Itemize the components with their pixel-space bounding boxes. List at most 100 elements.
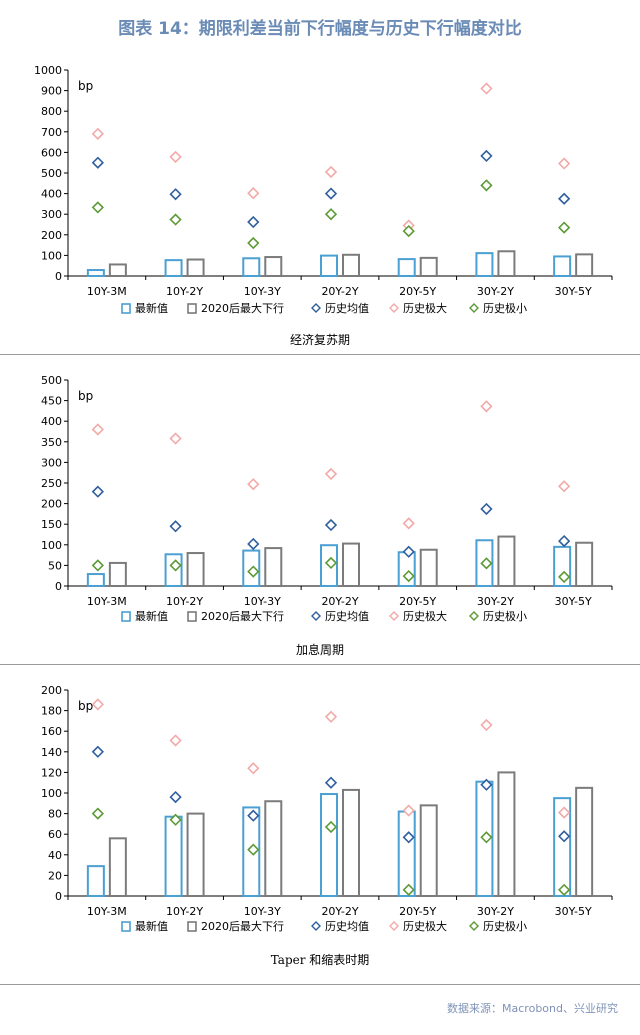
y-tick-label: 400 — [41, 188, 62, 201]
marker-hist-max — [169, 150, 182, 164]
x-tick-label: 20Y-2Y — [321, 905, 358, 918]
bar-latest — [164, 815, 183, 897]
legend-label-hist-min: 历史极小 — [483, 609, 527, 623]
marker-hist-max — [558, 480, 571, 493]
marker-hist-max — [169, 432, 182, 445]
bar-latest — [86, 573, 105, 588]
marker-hist-max — [91, 127, 104, 140]
bar-post2020 — [186, 258, 205, 278]
x-tick-label: 10Y-2Y — [166, 595, 203, 608]
bar-latest — [553, 797, 572, 897]
y-tick-label: 500 — [41, 374, 62, 387]
legend-swatch-hist-min — [469, 921, 479, 931]
bar-post2020 — [419, 548, 438, 588]
bar-latest — [320, 793, 338, 897]
panel-divider — [0, 664, 640, 665]
y-tick-label: 0 — [55, 580, 62, 593]
marker-hist-mean — [169, 790, 182, 804]
marker-hist-mean — [558, 192, 571, 205]
marker-hist-mean — [402, 831, 415, 844]
marker-hist-max — [91, 423, 104, 436]
marker-hist-mean — [480, 502, 493, 516]
bar-latest — [164, 259, 183, 277]
marker-hist-min — [402, 569, 415, 583]
marker-hist-max — [91, 698, 104, 711]
y-tick-label: 160 — [41, 725, 62, 738]
y-tick-label: 350 — [41, 436, 62, 449]
marker-hist-max — [480, 82, 493, 95]
marker-hist-min — [169, 213, 182, 226]
marker-hist-min — [324, 556, 338, 570]
marker-hist-mean — [91, 745, 104, 758]
y-tick-label: 300 — [41, 208, 62, 221]
marker-hist-max — [324, 467, 338, 481]
panel-divider — [0, 984, 640, 985]
marker-hist-max — [480, 400, 493, 413]
bar-post2020 — [497, 535, 516, 587]
marker-hist-mean — [169, 188, 182, 201]
marker-hist-min — [247, 565, 260, 578]
bar-post2020 — [575, 253, 594, 277]
bar-latest — [553, 255, 572, 277]
y-tick-label: 140 — [41, 746, 62, 759]
marker-hist-max — [558, 806, 571, 819]
legend-swatch-latest — [121, 303, 131, 314]
legend-swatch-hist-mean — [311, 921, 321, 931]
marker-hist-min — [91, 201, 104, 214]
chart-svg-recovery: 0 100 200 300 400 500 600 700 800 900 1000 bp 10Y-3M… — [34, 64, 613, 347]
bar-post2020 — [497, 771, 516, 897]
marker-hist-min — [558, 221, 571, 234]
chart-panel-rate-hike: 0 50 100 150 200 250 300 350 400 450 500 bp 10Y-3M 10… — [0, 356, 640, 662]
legend-label-hist-max: 历史极大 — [403, 609, 447, 623]
legend-label-hist-min: 历史极小 — [483, 301, 527, 315]
x-tick-label: 30Y-2Y — [477, 595, 514, 608]
legend-swatch-post2020 — [187, 303, 197, 314]
bar-latest — [475, 252, 494, 278]
y-tick-label: 300 — [41, 456, 62, 469]
bar-post2020 — [419, 256, 438, 277]
y-tick-label: 120 — [41, 766, 62, 779]
y-tick-label: 180 — [41, 705, 62, 718]
bar-latest — [397, 551, 416, 588]
x-tick-label: 20Y-5Y — [399, 595, 436, 608]
y-tick-label: 200 — [41, 498, 62, 511]
figure-source: 数据来源：Macrobond、兴业研究 — [447, 1002, 618, 1015]
marker-hist-mean — [558, 534, 571, 548]
y-tick-label: 100 — [41, 249, 62, 262]
legend-label-hist-mean: 历史均值 — [325, 610, 369, 623]
y-tick-label: 0 — [55, 270, 62, 283]
bar-post2020 — [264, 256, 283, 278]
legend-swatch-post2020 — [187, 921, 197, 932]
x-tick-label: 30Y-2Y — [477, 905, 514, 918]
bar-latest — [320, 254, 338, 278]
x-tick-label: 10Y-3Y — [244, 285, 281, 298]
legend-label-post2020: 2020后最大下行 — [201, 301, 284, 315]
marker-hist-max — [324, 710, 338, 723]
y-tick-label: 400 — [41, 415, 62, 428]
x-tick-label: 20Y-5Y — [399, 285, 436, 298]
bar-post2020 — [342, 253, 360, 277]
marker-hist-min — [91, 807, 104, 820]
marker-hist-max — [558, 157, 571, 170]
bar-post2020 — [264, 800, 283, 898]
legend-label-post2020: 2020后最大下行 — [201, 919, 284, 933]
marker-hist-min — [558, 570, 571, 584]
bar-latest — [86, 269, 105, 278]
y-tick-label: 100 — [41, 787, 62, 800]
y-tick-label: 100 — [41, 539, 62, 552]
legend-swatch-post2020 — [187, 611, 197, 622]
marker-hist-max — [402, 804, 415, 817]
marker-hist-min — [480, 179, 493, 192]
marker-hist-min — [169, 559, 182, 572]
bar-post2020 — [497, 250, 516, 277]
y-tick-label: 600 — [41, 146, 62, 159]
legend-label-hist-min: 历史极小 — [483, 919, 527, 933]
marker-hist-min — [324, 820, 338, 834]
panel-caption: 经济复苏期 — [290, 332, 350, 347]
bar-latest — [397, 258, 416, 278]
x-tick-label: 10Y-3Y — [244, 905, 281, 918]
y-tick-label: 200 — [41, 229, 62, 242]
y-tick-label: 250 — [41, 477, 62, 490]
bar-post2020 — [342, 788, 360, 897]
bar-post2020 — [419, 804, 438, 897]
